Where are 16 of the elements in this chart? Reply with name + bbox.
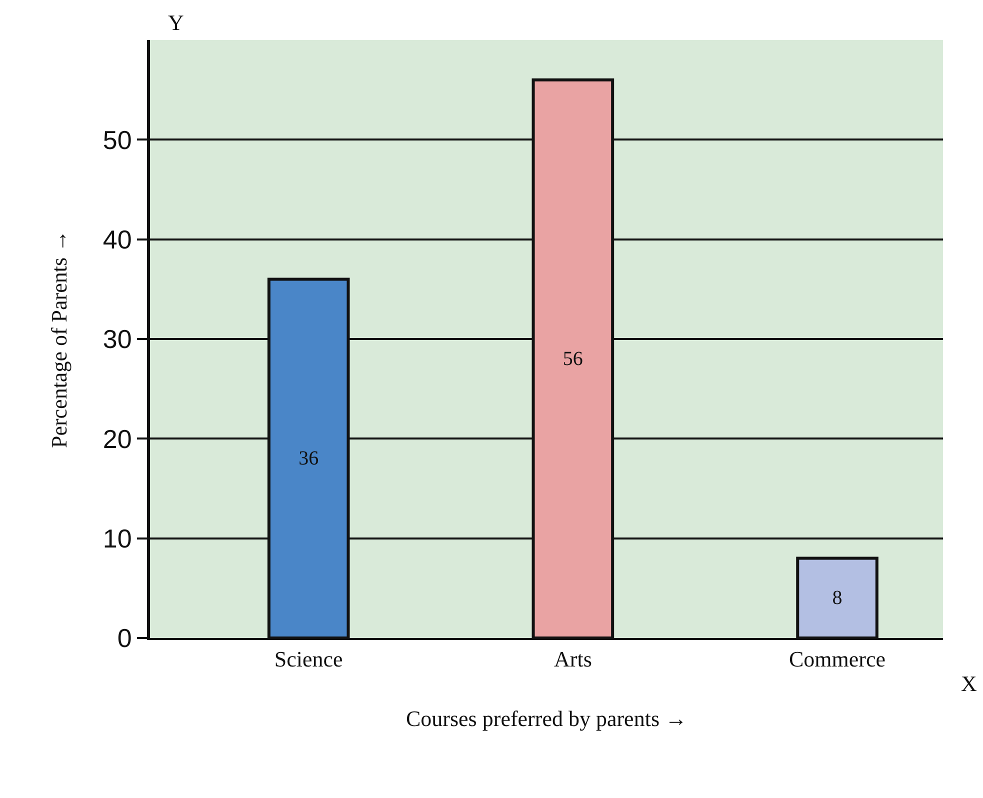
x-axis-title: Courses preferred by parents → (406, 706, 688, 731)
x-tick-label: Arts (554, 646, 592, 672)
y-tick-label: 20 (102, 424, 132, 454)
text: X (961, 671, 977, 696)
y-tick-label: 30 (102, 324, 132, 354)
y-axis-title: Percentage of Parents → (46, 230, 72, 448)
data-label: 56 (562, 348, 583, 370)
x-tick-label: Science (274, 646, 343, 672)
y-tick-label: 0 (117, 623, 132, 654)
text: Y (168, 10, 184, 35)
x-tick-label: Commerce (789, 646, 886, 672)
y-tick-label: 40 (102, 224, 132, 254)
y-tick-label: 50 (102, 124, 132, 155)
y-tick-label: 10 (102, 523, 132, 554)
data-label: 36 (298, 448, 319, 470)
data-label: 8 (832, 587, 842, 610)
